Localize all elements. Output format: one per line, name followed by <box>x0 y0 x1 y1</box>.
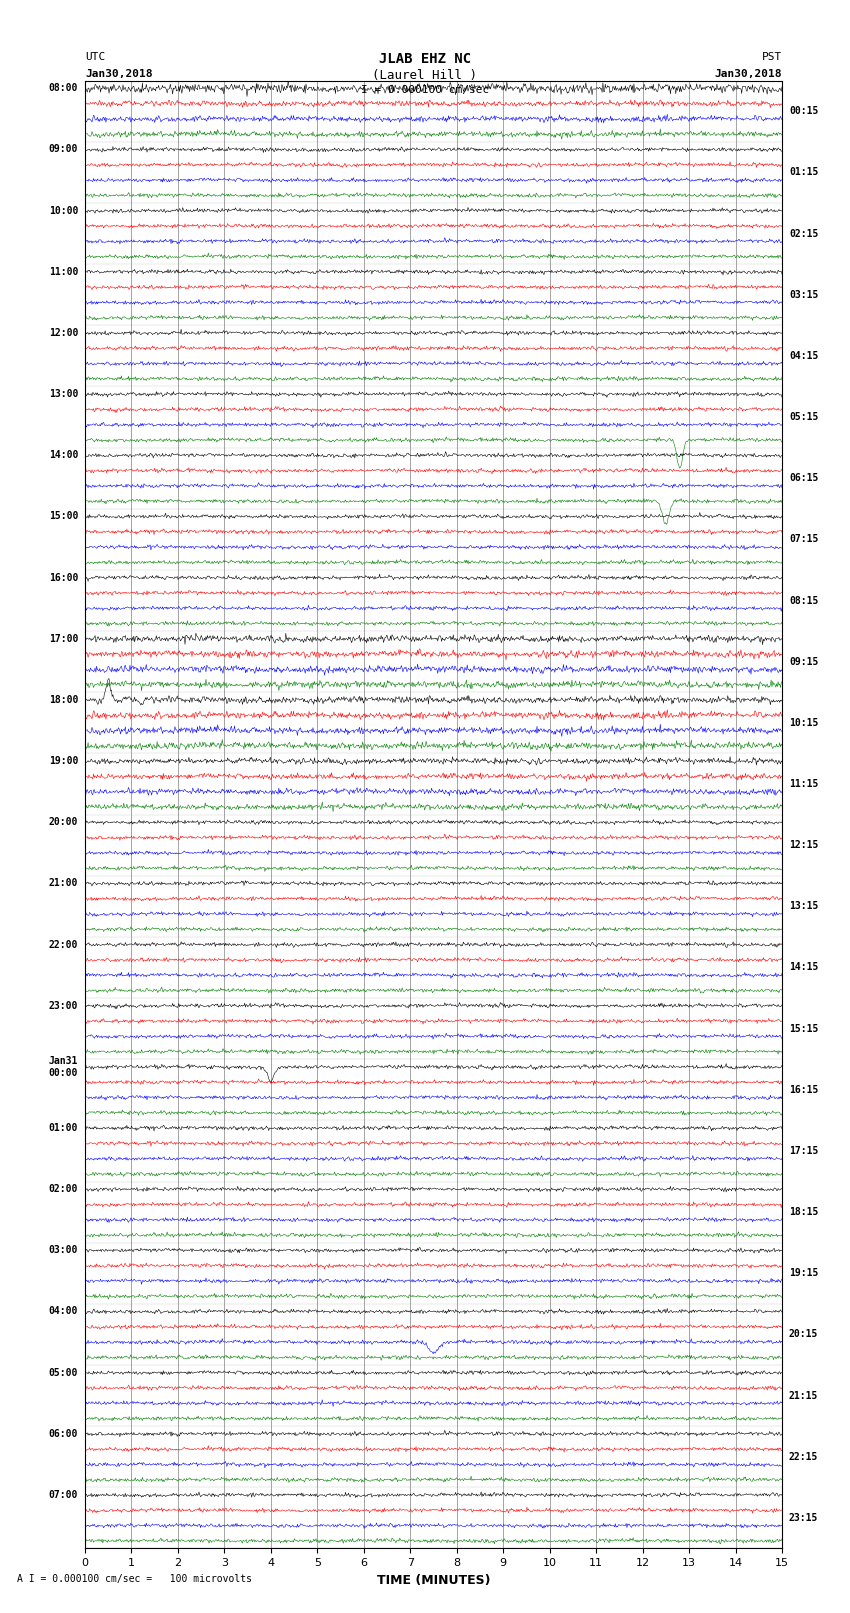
Text: 13:15: 13:15 <box>789 902 819 911</box>
Text: Jan31
00:00: Jan31 00:00 <box>48 1057 78 1077</box>
Text: 10:00: 10:00 <box>48 205 78 216</box>
Text: 03:00: 03:00 <box>48 1245 78 1255</box>
Text: 19:15: 19:15 <box>789 1268 819 1277</box>
Text: 14:00: 14:00 <box>48 450 78 460</box>
Text: I = 0.000100 cm/sec: I = 0.000100 cm/sec <box>361 85 489 95</box>
Text: 03:15: 03:15 <box>789 290 819 300</box>
Text: 11:00: 11:00 <box>48 266 78 277</box>
Text: 07:00: 07:00 <box>48 1490 78 1500</box>
Text: 12:15: 12:15 <box>789 840 819 850</box>
Text: 09:15: 09:15 <box>789 656 819 666</box>
Text: 18:15: 18:15 <box>789 1207 819 1218</box>
Text: 22:15: 22:15 <box>789 1452 819 1461</box>
Text: 08:15: 08:15 <box>789 595 819 605</box>
Text: 00:15: 00:15 <box>789 106 819 116</box>
Text: 20:00: 20:00 <box>48 818 78 827</box>
Text: 04:00: 04:00 <box>48 1307 78 1316</box>
Text: 13:00: 13:00 <box>48 389 78 398</box>
Text: 16:00: 16:00 <box>48 573 78 582</box>
Text: 06:00: 06:00 <box>48 1429 78 1439</box>
Text: JLAB EHZ NC: JLAB EHZ NC <box>379 52 471 66</box>
Text: 02:00: 02:00 <box>48 1184 78 1194</box>
Text: 08:00: 08:00 <box>48 84 78 94</box>
Text: 07:15: 07:15 <box>789 534 819 544</box>
Text: 10:15: 10:15 <box>789 718 819 727</box>
Text: 09:00: 09:00 <box>48 145 78 155</box>
Text: 02:15: 02:15 <box>789 229 819 239</box>
Text: 05:00: 05:00 <box>48 1368 78 1378</box>
Text: 15:15: 15:15 <box>789 1024 819 1034</box>
Text: Jan30,2018: Jan30,2018 <box>85 69 152 79</box>
Text: 23:15: 23:15 <box>789 1513 819 1523</box>
Text: A I = 0.000100 cm/sec =   100 microvolts: A I = 0.000100 cm/sec = 100 microvolts <box>17 1574 252 1584</box>
Text: 12:00: 12:00 <box>48 327 78 339</box>
Text: 11:15: 11:15 <box>789 779 819 789</box>
Text: 17:00: 17:00 <box>48 634 78 644</box>
Text: 06:15: 06:15 <box>789 473 819 484</box>
Text: 22:00: 22:00 <box>48 939 78 950</box>
Text: 05:15: 05:15 <box>789 411 819 423</box>
Text: (Laurel Hill ): (Laurel Hill ) <box>372 69 478 82</box>
Text: 01:00: 01:00 <box>48 1123 78 1132</box>
Text: 23:00: 23:00 <box>48 1000 78 1011</box>
Text: PST: PST <box>762 52 782 61</box>
Text: 20:15: 20:15 <box>789 1329 819 1339</box>
Text: 21:00: 21:00 <box>48 879 78 889</box>
Text: 18:00: 18:00 <box>48 695 78 705</box>
Text: 16:15: 16:15 <box>789 1086 819 1095</box>
Text: 15:00: 15:00 <box>48 511 78 521</box>
Text: UTC: UTC <box>85 52 105 61</box>
Text: 17:15: 17:15 <box>789 1145 819 1157</box>
Text: 14:15: 14:15 <box>789 963 819 973</box>
Text: 01:15: 01:15 <box>789 168 819 177</box>
Text: Jan30,2018: Jan30,2018 <box>715 69 782 79</box>
Text: 04:15: 04:15 <box>789 352 819 361</box>
X-axis label: TIME (MINUTES): TIME (MINUTES) <box>377 1574 490 1587</box>
Text: 19:00: 19:00 <box>48 756 78 766</box>
Text: 21:15: 21:15 <box>789 1390 819 1400</box>
